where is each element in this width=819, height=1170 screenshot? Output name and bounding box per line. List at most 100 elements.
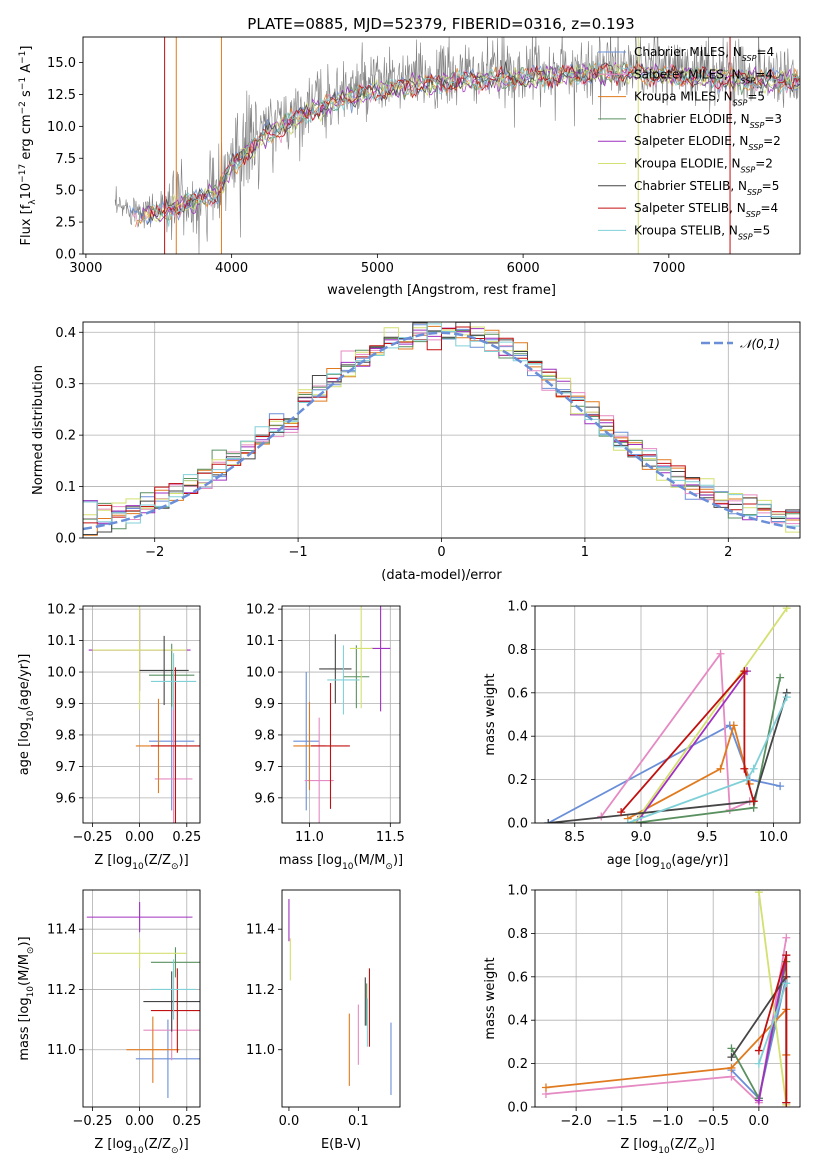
weight-line-2 [627, 722, 751, 820]
weight-point [743, 775, 751, 784]
y-tick-label: 0.0 [55, 532, 76, 547]
y-tick-label: 11.0 [47, 1043, 76, 1058]
plot-area [88, 606, 200, 823]
y-tick-label: 10.1 [246, 634, 275, 649]
y-tick-label: 0.4 [507, 730, 528, 745]
errorbar-salpeter-stelib [311, 683, 350, 809]
legend-entry: Salpeter ELODIE, NSSP=2 [634, 134, 781, 152]
errorbar-kroupa-stelib [150, 653, 197, 710]
model-spectrum-8 [152, 62, 800, 227]
weight-point [754, 1059, 763, 1068]
y-tick-label: 10.2 [47, 603, 76, 618]
ticks: 11.0 11.5 9.6 9.7 9.8 9.9 10.0 10.1 10.2 [246, 603, 405, 845]
weight-line-1 [545, 937, 788, 1105]
x-tick-label: −0.5 [697, 1114, 729, 1129]
x-tick-label: 2 [724, 545, 732, 560]
x-axis-label: mass [log10(M/M⊙)] [279, 853, 403, 872]
y-tick-label: 12.5 [47, 88, 76, 103]
weight-point [716, 764, 725, 773]
weight-point [749, 764, 758, 773]
weight-point [749, 797, 758, 806]
errorbar-chabrier-stelib [143, 971, 200, 1032]
axes-frame [82, 889, 201, 1108]
chart-weight-vs-Z: −2.0 −1.5 −1.0 −0.5 0.0 0.0 0.2 0.4 0.6 0.8 1.0 Z [… [483, 884, 801, 1156]
model-spectrum-0 [129, 63, 800, 226]
chart-mass-vs-EBV: 0.0 0.1 11.0 11.2 11.4 E(B-V) [246, 889, 401, 1152]
weight-point [754, 1096, 763, 1105]
y-tick-label: 9.6 [55, 791, 76, 806]
x-axis-label: wavelength [Angstrom, rest frame] [327, 283, 556, 298]
y-axis-label: age [log10(age/yr)] [17, 654, 36, 776]
y-tick-label: 11.4 [47, 923, 76, 938]
legend-entry: Chabrier ELODIE, NSSP=3 [634, 112, 782, 129]
x-tick-label: −0.25 [73, 1114, 113, 1129]
y-axis-label: Flux [fλ10−17 erg cm−2 s−1 A−1] [18, 46, 38, 246]
normal-reference-curve [83, 331, 800, 531]
x-axis-label: Z [log10(Z/Z⊙)] [94, 1137, 188, 1156]
plot-area [83, 322, 800, 538]
ticks: −0.25 0.00 0.25 11.0 11.2 11.4 [47, 923, 201, 1129]
weight-point [776, 782, 785, 791]
figure-title: PLATE=0885, MJD=52379, FIBERID=0316, z=0… [247, 15, 634, 33]
weight-line-5 [758, 892, 788, 1105]
y-tick-label: 10.0 [47, 666, 76, 681]
weight-line-4 [758, 954, 788, 1101]
x-tick-label: 0.0 [749, 1114, 770, 1129]
x-tick-label: 0 [437, 545, 445, 560]
axes-frame [82, 605, 201, 824]
weight-point [541, 1083, 550, 1092]
errorbar-kroupa-miles [126, 1016, 180, 1083]
y-tick-label: 9.8 [254, 728, 275, 743]
legend-entry: Kroupa MILES, NSSP=5 [634, 90, 765, 108]
x-tick-label: 3000 [69, 261, 102, 276]
spectrum-legend: Chabrier MILES, NSSP=4 Salpeter MILES, NS… [598, 45, 782, 241]
x-tick-label: −0.25 [73, 830, 113, 845]
y-tick-label: 0.4 [507, 1014, 528, 1029]
x-tick-label: 5000 [361, 261, 394, 276]
axes-frame [82, 36, 801, 255]
weight-point [782, 933, 791, 942]
errorbar-kroupa-stelib [150, 959, 197, 1020]
y-tick-label: 10.0 [246, 666, 275, 681]
y-tick-label: 11.4 [246, 923, 275, 938]
y-tick-label: 0.0 [507, 1101, 528, 1116]
errorbar-chabrier-elodie [149, 643, 195, 707]
x-tick-label: 9.5 [697, 830, 718, 845]
y-tick-label: 11.0 [246, 1043, 275, 1058]
x-axis-label: age [log10(age/yr)] [607, 853, 729, 872]
x-tick-label: 9.0 [631, 830, 652, 845]
chart-weight-vs-age: 8.5 9.0 9.5 10.0 0.0 0.2 0.4 0.6 0.8 1.0 age [log1… [483, 600, 801, 872]
x-tick-label: −1 [289, 545, 308, 560]
legend-entry: Kroupa STELIB, NSSP=5 [634, 223, 770, 241]
axes-frame [281, 889, 401, 1108]
y-tick-label: 0.3 [55, 377, 76, 392]
weight-line-5 [633, 607, 788, 823]
ticks: −0.25 0.00 0.25 9.6 9.7 9.8 9.9 10.0 10.1 10.2 [47, 603, 201, 845]
weight-point [727, 1063, 736, 1072]
chart-mass-vs-Z: −0.25 0.00 0.25 11.0 11.2 11.4 Z [log10(Z/Z⊙)]… [17, 889, 201, 1156]
x-tick-label: 7000 [652, 261, 685, 276]
weight-point [754, 1046, 763, 1055]
legend-entry: Salpeter STELIB, NSSP=4 [634, 201, 778, 219]
y-axis-label: mass weight [483, 957, 498, 1039]
errorbar-salpeter-elodie [86, 902, 193, 933]
errorbar-kroupa-elodie [349, 606, 373, 709]
model-spectrum-5 [144, 63, 800, 223]
x-axis-label: (data-model)/error [381, 568, 502, 583]
errorbar-chabrier-stelib [319, 634, 352, 704]
weight-point [729, 721, 738, 730]
legend-entry: Chabrier MILES, NSSP=4 [634, 45, 774, 63]
y-tick-label: 9.9 [55, 697, 76, 712]
ticks: −2.0 −1.5 −1.0 −0.5 0.0 0.0 0.2 0.4 0.6 0.8 1.0 [507, 884, 769, 1130]
legend-entry: Kroupa ELODIE, NSSP=2 [634, 157, 773, 175]
x-tick-label: −2 [145, 545, 164, 560]
x-tick-label: 0.00 [125, 830, 154, 845]
y-tick-label: 11.2 [246, 983, 275, 998]
weight-point [782, 606, 791, 613]
x-tick-label: 0.0 [279, 1114, 300, 1129]
x-axis-label: Z [log10(Z/Z⊙)] [620, 1137, 714, 1156]
x-tick-label: 1 [581, 545, 589, 560]
errorbar-salpeter-stelib [150, 968, 200, 1053]
y-tick-label: 9.7 [55, 760, 76, 775]
weight-point [782, 1098, 791, 1107]
